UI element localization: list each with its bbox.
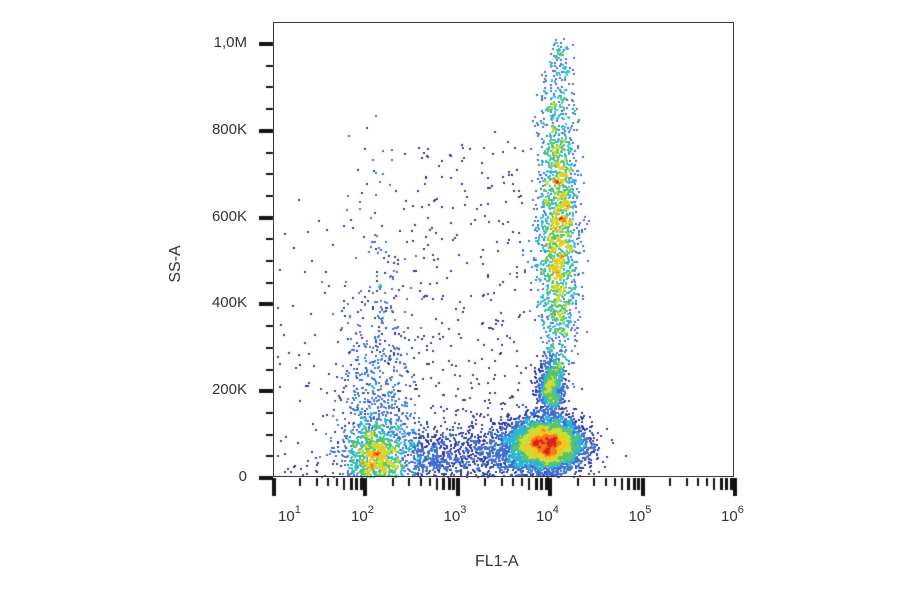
x-tick-label: 105 [628,504,652,525]
y-tick-label: 0 [238,468,247,485]
y-tick-label: 1,0M [213,34,247,51]
y-axis-title: SS-A [167,245,184,283]
x-tick-label: 104 [536,504,559,525]
x-tick-label: 102 [351,504,374,525]
x-axis-title: FL1-A [475,553,519,570]
y-tick-label: 200K [211,381,247,399]
x-tick-label: 106 [721,504,744,525]
x-tick-label: 101 [278,504,301,525]
y-tick-label: 800K [211,120,247,138]
y-tick-label: 400K [211,294,247,312]
x-tick-label: 103 [443,504,467,525]
y-tick-label: 600K [211,207,247,225]
